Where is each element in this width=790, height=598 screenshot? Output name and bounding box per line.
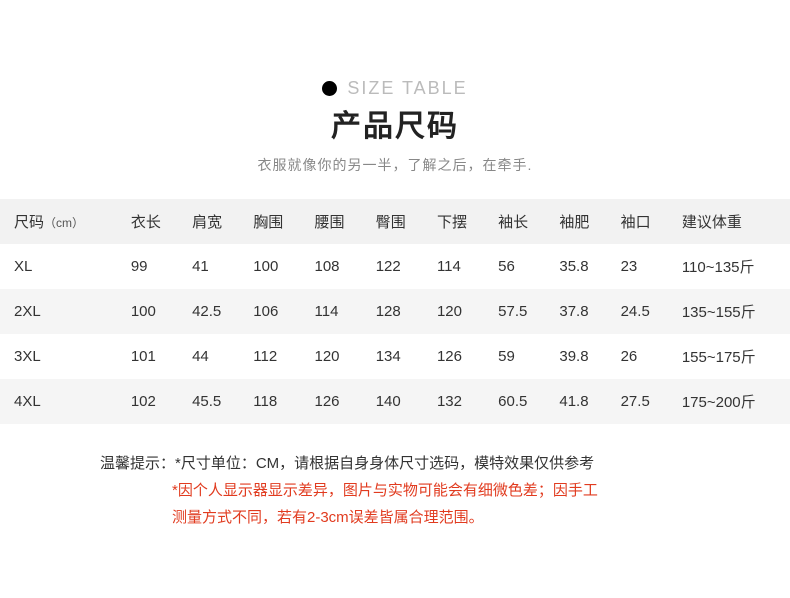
page-subtitle: 衣服就像你的另一半，了解之后，在牵手. (0, 155, 790, 175)
cell: 118 (239, 379, 300, 424)
table-body: XL 99 41 100 108 122 114 56 35.8 23 110~… (0, 244, 790, 424)
cell: 132 (423, 379, 484, 424)
cell: 24.5 (607, 289, 668, 334)
size-table: 尺码（cm） 衣长 肩宽 胸围 腰围 臀围 下摆 袖长 袖肥 袖口 建议体重 X… (0, 199, 790, 424)
table-row: 2XL 100 42.5 106 114 128 120 57.5 37.8 2… (0, 289, 790, 334)
bullet-icon (322, 81, 337, 96)
col-cuff: 袖口 (607, 199, 668, 244)
cell: 4XL (0, 379, 117, 424)
cell: 175~200斤 (668, 379, 790, 424)
col-sleeve-width: 袖肥 (545, 199, 606, 244)
cell: 120 (301, 334, 362, 379)
cell: 135~155斤 (668, 289, 790, 334)
cell: 110~135斤 (668, 244, 790, 289)
col-shoulder: 肩宽 (178, 199, 239, 244)
cell: 37.8 (545, 289, 606, 334)
cell: 134 (362, 334, 423, 379)
col-sleeve-len: 袖长 (484, 199, 545, 244)
cell: 155~175斤 (668, 334, 790, 379)
note-line-2: *因个人显示器显示差异，图片与实物可能会有细微色差；因手工 (100, 477, 790, 504)
table-row: 3XL 101 44 112 120 134 126 59 39.8 26 15… (0, 334, 790, 379)
cell: 100 (239, 244, 300, 289)
header-section: SIZE TABLE 产品尺码 衣服就像你的另一半，了解之后，在牵手. (0, 0, 790, 175)
cell: 108 (301, 244, 362, 289)
notes-section: 温馨提示：*尺寸单位：CM，请根据自身身体尺寸选码，模特效果仅供参考 *因个人显… (0, 450, 790, 531)
cell: 42.5 (178, 289, 239, 334)
eng-label: SIZE TABLE (347, 78, 467, 99)
cell: 44 (178, 334, 239, 379)
col-hem: 下摆 (423, 199, 484, 244)
cell: 114 (301, 289, 362, 334)
table-row: XL 99 41 100 108 122 114 56 35.8 23 110~… (0, 244, 790, 289)
cell: 35.8 (545, 244, 606, 289)
cell: 41.8 (545, 379, 606, 424)
cell: 27.5 (607, 379, 668, 424)
cell: 59 (484, 334, 545, 379)
cell: 126 (423, 334, 484, 379)
header-top-row: SIZE TABLE (0, 78, 790, 99)
note-line-1: 温馨提示：*尺寸单位：CM，请根据自身身体尺寸选码，模特效果仅供参考 (100, 450, 790, 477)
cell: 126 (301, 379, 362, 424)
cell: 100 (117, 289, 178, 334)
cell: 101 (117, 334, 178, 379)
size-table-wrap: 尺码（cm） 衣长 肩宽 胸围 腰围 臀围 下摆 袖长 袖肥 袖口 建议体重 X… (0, 199, 790, 424)
cell: 2XL (0, 289, 117, 334)
table-header-row: 尺码（cm） 衣长 肩宽 胸围 腰围 臀围 下摆 袖长 袖肥 袖口 建议体重 (0, 199, 790, 244)
col-length: 衣长 (117, 199, 178, 244)
cell: 39.8 (545, 334, 606, 379)
cell: 112 (239, 334, 300, 379)
col-size: 尺码（cm） (0, 199, 117, 244)
col-bust: 胸围 (239, 199, 300, 244)
cell: 60.5 (484, 379, 545, 424)
col-waist: 腰围 (301, 199, 362, 244)
cell: 45.5 (178, 379, 239, 424)
cell: 106 (239, 289, 300, 334)
note-line-3: 测量方式不同，若有2-3cm误差皆属合理范围。 (100, 504, 790, 531)
cell: 41 (178, 244, 239, 289)
cell: 128 (362, 289, 423, 334)
cell: XL (0, 244, 117, 289)
col-hip: 臀围 (362, 199, 423, 244)
cell: 102 (117, 379, 178, 424)
cell: 23 (607, 244, 668, 289)
cell: 56 (484, 244, 545, 289)
cell: 57.5 (484, 289, 545, 334)
cell: 122 (362, 244, 423, 289)
col-weight: 建议体重 (668, 199, 790, 244)
table-row: 4XL 102 45.5 118 126 140 132 60.5 41.8 2… (0, 379, 790, 424)
cell: 26 (607, 334, 668, 379)
cell: 140 (362, 379, 423, 424)
page-title: 产品尺码 (0, 101, 790, 145)
cell: 99 (117, 244, 178, 289)
cell: 120 (423, 289, 484, 334)
cell: 114 (423, 244, 484, 289)
cell: 3XL (0, 334, 117, 379)
